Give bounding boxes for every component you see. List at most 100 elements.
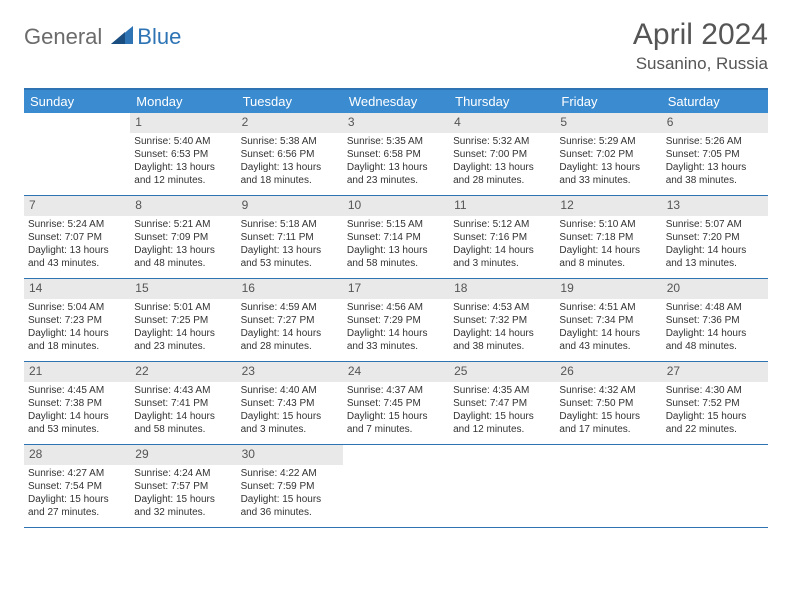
day-number: 22: [130, 362, 236, 382]
day-cell: 29Sunrise: 4:24 AMSunset: 7:57 PMDayligh…: [130, 445, 236, 527]
daylight-text: Daylight: 15 hours and 17 minutes.: [559, 410, 657, 436]
week-row: 7Sunrise: 5:24 AMSunset: 7:07 PMDaylight…: [24, 196, 768, 279]
sunset-text: Sunset: 6:53 PM: [134, 148, 232, 161]
day-number: 11: [449, 196, 555, 216]
day-number: 4: [449, 113, 555, 133]
daylight-text: Daylight: 13 hours and 58 minutes.: [347, 244, 445, 270]
sunset-text: Sunset: 7:05 PM: [666, 148, 764, 161]
day-header: Saturday: [662, 90, 768, 113]
daylight-text: Daylight: 13 hours and 38 minutes.: [666, 161, 764, 187]
day-cell: 8Sunrise: 5:21 AMSunset: 7:09 PMDaylight…: [130, 196, 236, 278]
logo-text-blue: Blue: [137, 24, 181, 50]
day-body: Sunrise: 5:35 AMSunset: 6:58 PMDaylight:…: [343, 133, 449, 191]
day-body: Sunrise: 5:26 AMSunset: 7:05 PMDaylight:…: [662, 133, 768, 191]
day-body: Sunrise: 4:30 AMSunset: 7:52 PMDaylight:…: [662, 382, 768, 440]
sunset-text: Sunset: 7:07 PM: [28, 231, 126, 244]
sunrise-text: Sunrise: 4:51 AM: [559, 301, 657, 314]
sunset-text: Sunset: 7:47 PM: [453, 397, 551, 410]
daylight-text: Daylight: 14 hours and 13 minutes.: [666, 244, 764, 270]
day-cell: 6Sunrise: 5:26 AMSunset: 7:05 PMDaylight…: [662, 113, 768, 195]
day-number: 23: [237, 362, 343, 382]
day-body: Sunrise: 4:51 AMSunset: 7:34 PMDaylight:…: [555, 299, 661, 357]
daylight-text: Daylight: 15 hours and 7 minutes.: [347, 410, 445, 436]
day-cell: 4Sunrise: 5:32 AMSunset: 7:00 PMDaylight…: [449, 113, 555, 195]
sunset-text: Sunset: 6:56 PM: [241, 148, 339, 161]
sunrise-text: Sunrise: 4:22 AM: [241, 467, 339, 480]
daylight-text: Daylight: 14 hours and 23 minutes.: [134, 327, 232, 353]
day-number: 30: [237, 445, 343, 465]
sunset-text: Sunset: 7:18 PM: [559, 231, 657, 244]
day-body: Sunrise: 5:07 AMSunset: 7:20 PMDaylight:…: [662, 216, 768, 274]
sunset-text: Sunset: 7:52 PM: [666, 397, 764, 410]
day-body: Sunrise: 5:32 AMSunset: 7:00 PMDaylight:…: [449, 133, 555, 191]
daylight-text: Daylight: 15 hours and 32 minutes.: [134, 493, 232, 519]
sunrise-text: Sunrise: 4:37 AM: [347, 384, 445, 397]
sunrise-text: Sunrise: 5:29 AM: [559, 135, 657, 148]
day-cell: 15Sunrise: 5:01 AMSunset: 7:25 PMDayligh…: [130, 279, 236, 361]
day-cell: 18Sunrise: 4:53 AMSunset: 7:32 PMDayligh…: [449, 279, 555, 361]
daylight-text: Daylight: 13 hours and 48 minutes.: [134, 244, 232, 270]
week-row: 1Sunrise: 5:40 AMSunset: 6:53 PMDaylight…: [24, 113, 768, 196]
day-body: Sunrise: 5:15 AMSunset: 7:14 PMDaylight:…: [343, 216, 449, 274]
daylight-text: Daylight: 13 hours and 43 minutes.: [28, 244, 126, 270]
day-body: Sunrise: 4:40 AMSunset: 7:43 PMDaylight:…: [237, 382, 343, 440]
logo: General Blue: [24, 24, 181, 50]
day-number: 29: [130, 445, 236, 465]
day-cell: 13Sunrise: 5:07 AMSunset: 7:20 PMDayligh…: [662, 196, 768, 278]
week-row: 21Sunrise: 4:45 AMSunset: 7:38 PMDayligh…: [24, 362, 768, 445]
title-block: April 2024 Susanino, Russia: [633, 18, 768, 74]
day-body: Sunrise: 4:45 AMSunset: 7:38 PMDaylight:…: [24, 382, 130, 440]
sunset-text: Sunset: 7:57 PM: [134, 480, 232, 493]
logo-text-general: General: [24, 24, 102, 50]
sunrise-text: Sunrise: 4:43 AM: [134, 384, 232, 397]
daylight-text: Daylight: 13 hours and 12 minutes.: [134, 161, 232, 187]
sunrise-text: Sunrise: 5:15 AM: [347, 218, 445, 231]
day-number: 14: [24, 279, 130, 299]
day-header: Wednesday: [343, 90, 449, 113]
daylight-text: Daylight: 14 hours and 38 minutes.: [453, 327, 551, 353]
day-number: 1: [130, 113, 236, 133]
day-body: Sunrise: 4:53 AMSunset: 7:32 PMDaylight:…: [449, 299, 555, 357]
sunset-text: Sunset: 7:20 PM: [666, 231, 764, 244]
day-cell: 23Sunrise: 4:40 AMSunset: 7:43 PMDayligh…: [237, 362, 343, 444]
day-number: 18: [449, 279, 555, 299]
day-cell: 24Sunrise: 4:37 AMSunset: 7:45 PMDayligh…: [343, 362, 449, 444]
sunset-text: Sunset: 7:32 PM: [453, 314, 551, 327]
sunset-text: Sunset: 7:41 PM: [134, 397, 232, 410]
day-number: 10: [343, 196, 449, 216]
day-number: 5: [555, 113, 661, 133]
day-body: Sunrise: 4:22 AMSunset: 7:59 PMDaylight:…: [237, 465, 343, 523]
daylight-text: Daylight: 14 hours and 28 minutes.: [241, 327, 339, 353]
day-header: Monday: [130, 90, 236, 113]
day-cell: 26Sunrise: 4:32 AMSunset: 7:50 PMDayligh…: [555, 362, 661, 444]
day-body: Sunrise: 4:35 AMSunset: 7:47 PMDaylight:…: [449, 382, 555, 440]
day-cell: 5Sunrise: 5:29 AMSunset: 7:02 PMDaylight…: [555, 113, 661, 195]
day-cell: [343, 445, 449, 527]
day-cell: 9Sunrise: 5:18 AMSunset: 7:11 PMDaylight…: [237, 196, 343, 278]
day-cell: 1 Sunrise: 5:40 AMSunset: 6:53 PMDaylight…: [130, 113, 236, 195]
location: Susanino, Russia: [633, 54, 768, 74]
day-cell: 3Sunrise: 5:35 AMSunset: 6:58 PMDaylight…: [343, 113, 449, 195]
sunrise-text: Sunrise: 5:35 AM: [347, 135, 445, 148]
sunrise-text: Sunrise: 5:18 AM: [241, 218, 339, 231]
sunset-text: Sunset: 7:34 PM: [559, 314, 657, 327]
sunrise-text: Sunrise: 4:24 AM: [134, 467, 232, 480]
daylight-text: Daylight: 13 hours and 18 minutes.: [241, 161, 339, 187]
daylight-text: Daylight: 13 hours and 28 minutes.: [453, 161, 551, 187]
day-body: Sunrise: 5:21 AMSunset: 7:09 PMDaylight:…: [130, 216, 236, 274]
sunrise-text: Sunrise: 5:40 AM: [134, 135, 232, 148]
day-header: Tuesday: [237, 90, 343, 113]
daylight-text: Daylight: 14 hours and 18 minutes.: [28, 327, 126, 353]
day-cell: 12Sunrise: 5:10 AMSunset: 7:18 PMDayligh…: [555, 196, 661, 278]
day-body: Sunrise: 4:24 AMSunset: 7:57 PMDaylight:…: [130, 465, 236, 523]
day-number: 15: [130, 279, 236, 299]
day-cell: 10Sunrise: 5:15 AMSunset: 7:14 PMDayligh…: [343, 196, 449, 278]
day-cell: 17Sunrise: 4:56 AMSunset: 7:29 PMDayligh…: [343, 279, 449, 361]
day-number: 7: [24, 196, 130, 216]
sunrise-text: Sunrise: 4:48 AM: [666, 301, 764, 314]
day-body: Sunrise: 5:24 AMSunset: 7:07 PMDaylight:…: [24, 216, 130, 274]
daylight-text: Daylight: 14 hours and 33 minutes.: [347, 327, 445, 353]
daylight-text: Daylight: 14 hours and 53 minutes.: [28, 410, 126, 436]
day-header: Thursday: [449, 90, 555, 113]
sunset-text: Sunset: 7:38 PM: [28, 397, 126, 410]
